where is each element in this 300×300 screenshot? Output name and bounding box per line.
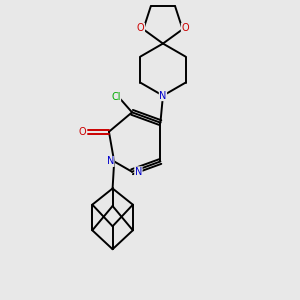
Text: Cl: Cl (111, 92, 121, 102)
Text: O: O (137, 23, 145, 33)
Text: O: O (181, 23, 189, 33)
Text: O: O (79, 127, 86, 137)
Text: N: N (135, 167, 142, 177)
Text: N: N (159, 91, 167, 101)
Text: N: N (107, 157, 114, 166)
